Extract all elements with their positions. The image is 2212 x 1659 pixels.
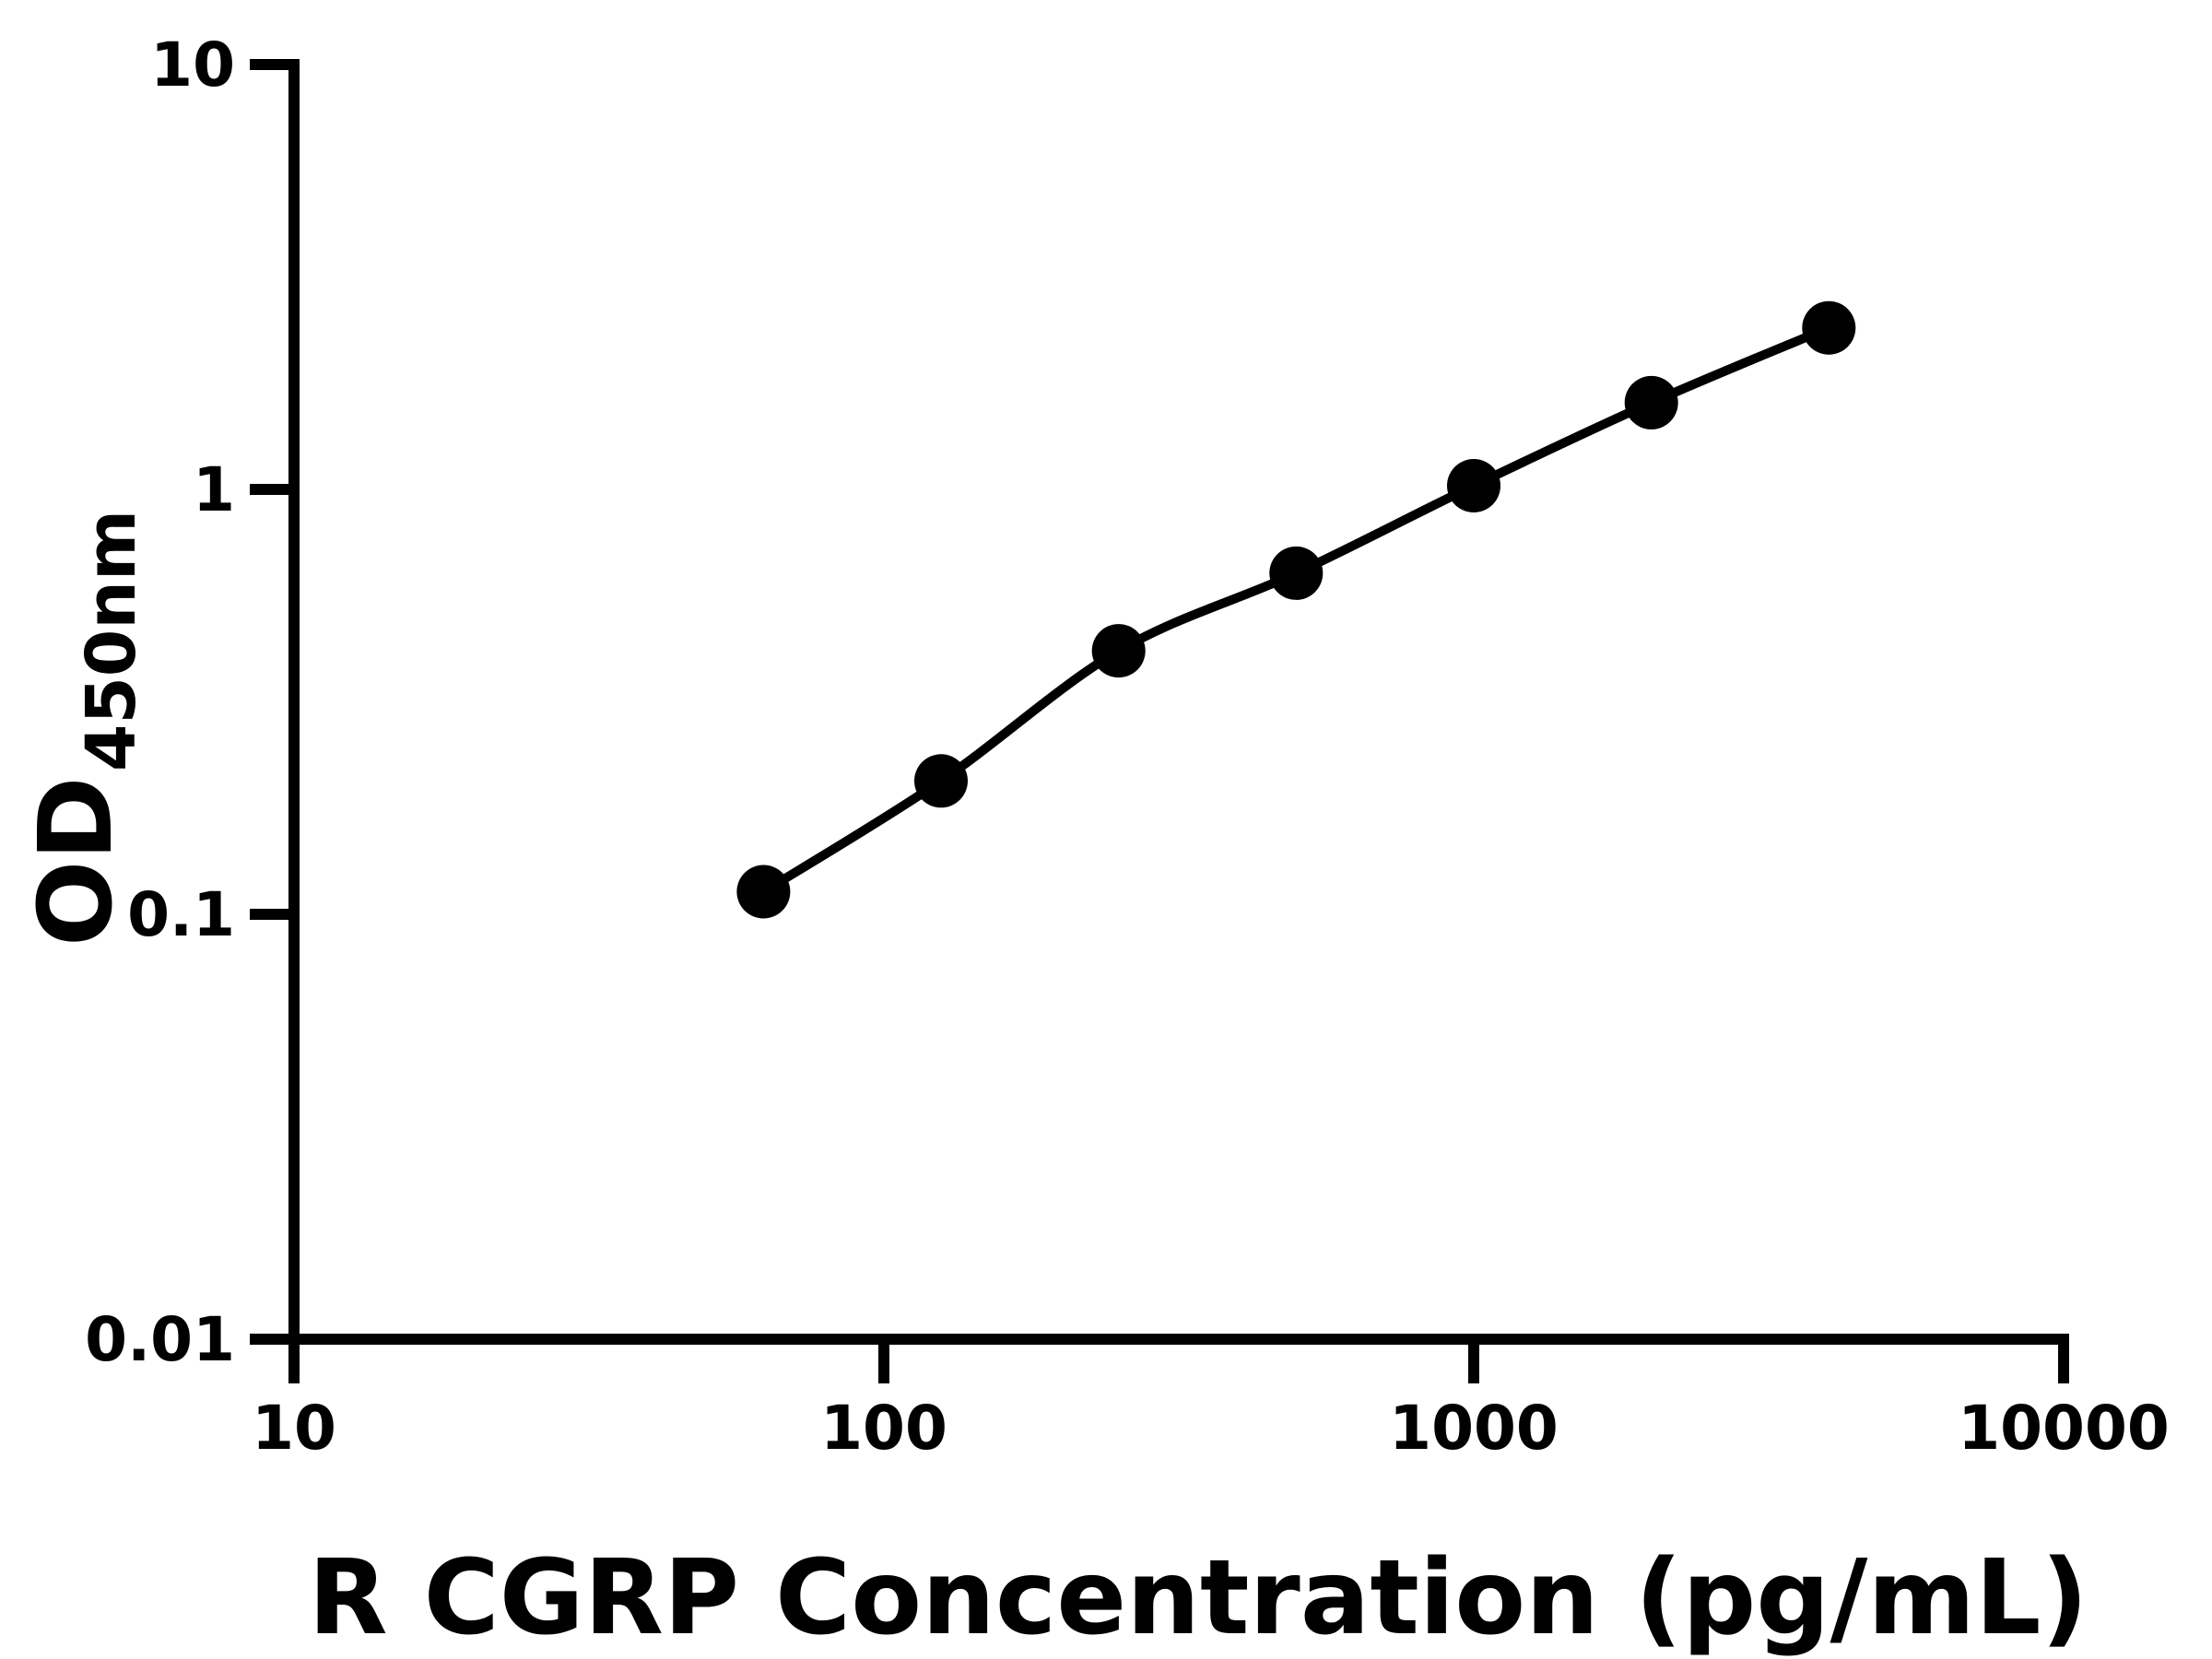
data-point-62.5pgml (736, 865, 791, 919)
y-tick-label-1: 1 (193, 454, 235, 525)
data-point-4000pgml (1802, 300, 1856, 355)
y-axis-title-subscript: 450nm (72, 510, 151, 771)
y-axis-title: OD 450nm (17, 510, 151, 947)
x-tick-label-100: 100 (820, 1393, 947, 1464)
y-tick-label-10: 10 (150, 29, 235, 100)
x-tick-label-1000: 1000 (1389, 1393, 1559, 1464)
y-tick-label-0.1: 0.1 (127, 879, 235, 950)
plot-area (736, 300, 1856, 919)
x-tick-label-10000: 10000 (1958, 1393, 2170, 1464)
x-tick-label-10: 10 (252, 1393, 336, 1464)
data-point-125pgml (914, 754, 968, 808)
y-tick-label-0.01: 0.01 (85, 1304, 235, 1375)
x-axis-title: R CGRP Concentration (pg/mL) (308, 1538, 2088, 1658)
data-point-2000pgml (1624, 375, 1678, 429)
data-point-250pgml (1091, 624, 1146, 678)
y-axis-title-main: OD (17, 776, 135, 947)
data-point-1000pgml (1447, 459, 1500, 512)
data-point-500pgml (1269, 546, 1324, 600)
